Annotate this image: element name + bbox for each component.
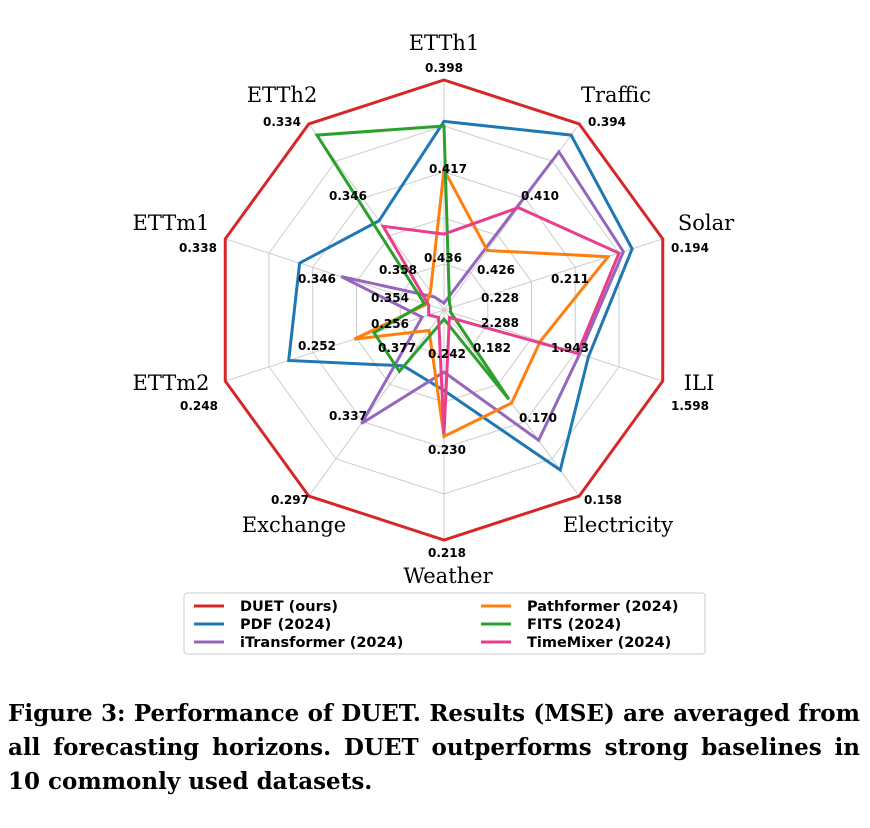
axis-label-ili: ILI (684, 371, 715, 395)
figure-caption: Figure 3: Performance of DUET. Results (… (8, 700, 860, 795)
tick-label-mid-8: 0.252 (298, 339, 336, 353)
tick-label-mid-3: 0.211 (551, 272, 589, 286)
tick-label-inner-6: 0.242 (428, 347, 466, 361)
tick-label-mid-1: 0.417 (429, 162, 467, 176)
tick-label-outer-6: 0.218 (428, 546, 466, 560)
axis-label-etth1: ETTh1 (409, 31, 480, 55)
tick-label-outer-9: 0.338 (179, 241, 217, 255)
tick-label-inner-3: 0.228 (481, 291, 519, 305)
tick-label-outer-7: 0.297 (271, 493, 309, 507)
grid-spoke-7 (308, 309, 445, 497)
grid-spoke-3 (443, 238, 663, 311)
tick-label-mid-9: 0.346 (298, 272, 336, 286)
tick-label-inner-4: 2.288 (481, 316, 519, 330)
tick-label-inner-9: 0.354 (371, 291, 409, 305)
axis-label-etth2: ETTh2 (247, 83, 318, 107)
radar-labels-layer: ETTh1 Traffic Solar ILI Electricity Weather Ex… (132, 31, 735, 588)
legend-label-timemixer: TimeMixer (2024) (527, 635, 671, 651)
tick-label-inner-7: 0.377 (378, 341, 416, 355)
legend-label-pdf: PDF (2024) (240, 617, 331, 633)
tick-label-outer-8: 0.248 (180, 399, 218, 413)
tick-label-mid-7: 0.337 (329, 409, 367, 423)
series-line-fits (314, 124, 511, 401)
axis-label-weather: Weather (403, 564, 493, 588)
legend-label-fits: FITS (2024) (527, 617, 621, 633)
tick-label-mid-6: 0.230 (428, 443, 466, 457)
tick-label-outer-3: 0.194 (671, 241, 709, 255)
axis-label-ettm1: ETTm1 (132, 211, 209, 235)
series-line-duet (223, 78, 665, 542)
legend-label-itransformer: iTransformer (2024) (240, 635, 403, 651)
tick-label-inner-8: 0.256 (371, 317, 409, 331)
series-line-pdf (287, 119, 634, 473)
axis-label-solar: Solar (678, 211, 735, 235)
tick-label-mid-10: 0.346 (329, 189, 367, 203)
radar-chart: ETTh1 Traffic Solar ILI Electricity Weather Ex… (132, 31, 735, 655)
legend: DUET (ours) PDF (2024) iTransformer (2024)… (183, 592, 706, 655)
tick-label-inner-1: 0.436 (424, 251, 462, 265)
tick-label-outer-1: 0.398 (425, 61, 463, 75)
tick-label-outer-4: 1.598 (671, 399, 709, 413)
tick-label-inner-10: 0.358 (379, 263, 417, 277)
tick-label-inner-5: 0.182 (473, 341, 511, 355)
axis-label-electricity: Electricity (563, 513, 673, 537)
legend-label-pathformer: Pathformer (2024) (527, 599, 678, 615)
tick-label-outer-5: 0.158 (584, 493, 622, 507)
tick-label-inner-2: 0.426 (477, 263, 515, 277)
legend-label-duet: DUET (ours) (240, 599, 338, 615)
tick-label-mid-5: 0.170 (519, 411, 557, 425)
axis-label-traffic: Traffic (581, 83, 651, 107)
grid-spoke-8 (225, 309, 445, 382)
radar-series-layer (223, 78, 665, 542)
tick-label-mid-2: 0.410 (521, 189, 559, 203)
axis-label-ettm2: ETTm2 (132, 371, 209, 395)
grid-spoke-9 (225, 238, 445, 311)
series-line-itransformer (340, 149, 626, 443)
tick-label-outer-10: 0.334 (263, 115, 301, 129)
axis-label-exchange: Exchange (242, 513, 346, 537)
tick-label-mid-4: 1.943 (551, 341, 589, 355)
series-line-pathformer (353, 164, 612, 439)
legend-box (183, 592, 706, 655)
tick-label-outer-2: 0.394 (588, 115, 626, 129)
series-line-timemixer (380, 206, 621, 435)
